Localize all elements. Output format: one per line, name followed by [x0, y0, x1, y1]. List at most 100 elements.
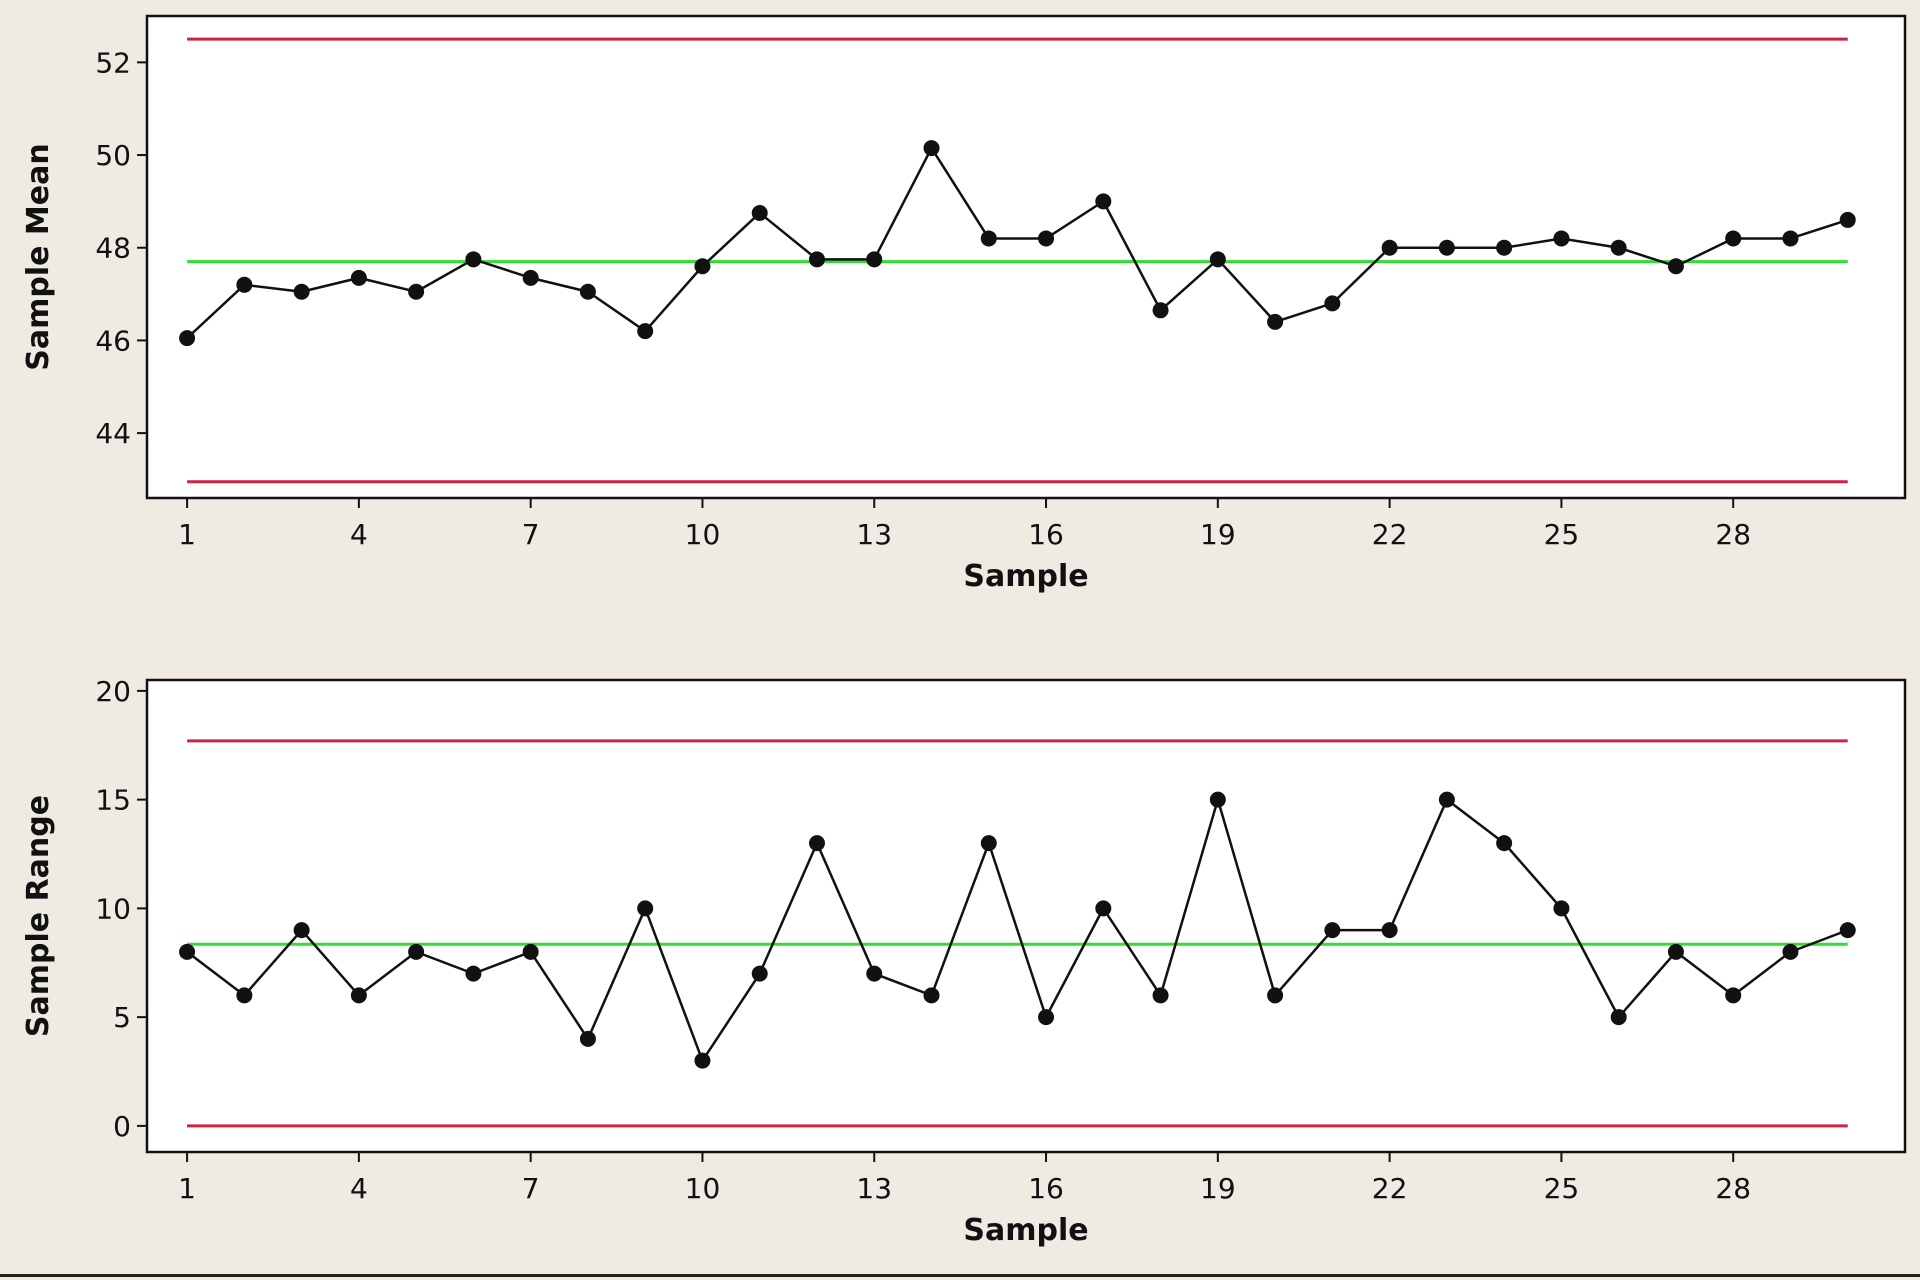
data-point [923, 140, 940, 157]
x-tick-label: 1 [178, 1172, 196, 1205]
data-point [980, 230, 997, 247]
y-tick-label: 44 [95, 417, 131, 450]
data-point [1438, 239, 1455, 256]
data-point [1725, 987, 1742, 1004]
data-point [866, 251, 883, 268]
data-point [1496, 835, 1513, 852]
y-tick-label: 52 [95, 46, 131, 79]
data-point [179, 330, 196, 347]
plot-area [145, 678, 1907, 1154]
x-tick-label: 7 [522, 518, 540, 551]
x-tick-label: 10 [685, 1172, 721, 1205]
data-point [1381, 239, 1398, 256]
x-tick-label: 4 [350, 518, 368, 551]
data-point [579, 1030, 596, 1047]
series-line [186, 146, 1849, 340]
data-point [1209, 251, 1226, 268]
data-point [1038, 230, 1055, 247]
plot-area [145, 14, 1907, 500]
y-tick-label: 0 [113, 1110, 131, 1143]
data-point [1839, 211, 1856, 228]
x-tick-label: 1 [178, 518, 196, 551]
x-tick-label: 28 [1715, 1172, 1751, 1205]
data-point [1667, 258, 1684, 275]
x-axis-title: Sample [963, 1213, 1088, 1248]
x-tick-label: 7 [522, 1172, 540, 1205]
x-tick-label: 25 [1544, 518, 1580, 551]
data-point [1095, 900, 1112, 917]
x-tick-label: 16 [1028, 1172, 1064, 1205]
data-point [1381, 922, 1398, 939]
data-point [1610, 239, 1627, 256]
data-point [1152, 987, 1169, 1004]
x-tick-label: 28 [1715, 518, 1751, 551]
data-point [1267, 987, 1284, 1004]
x-tick-label: 13 [856, 1172, 892, 1205]
data-point [1782, 230, 1799, 247]
data-point [1438, 791, 1455, 808]
x-tick-label: 4 [350, 1172, 368, 1205]
data-point [1324, 295, 1341, 312]
data-point [751, 204, 768, 221]
y-tick-label: 20 [95, 675, 131, 708]
data-point [1667, 943, 1684, 960]
data-point [408, 943, 425, 960]
range-chart: 0 5 10 15 20 1 4 7 10 13 16 19 22 25 28 Sample Sample Ra… [21, 675, 1907, 1248]
x-tick-label: 22 [1372, 1172, 1408, 1205]
x-tick-label: 22 [1372, 518, 1408, 551]
data-point [980, 835, 997, 852]
data-point [1782, 943, 1799, 960]
data-point [1152, 302, 1169, 319]
bottom-border [0, 1274, 1920, 1277]
data-point [1209, 791, 1226, 808]
data-point [866, 965, 883, 982]
data-point [293, 922, 310, 939]
data-point [808, 251, 825, 268]
y-tick-label: 48 [95, 232, 131, 265]
data-point [1553, 900, 1570, 917]
data-point [236, 987, 253, 1004]
data-point [1610, 1009, 1627, 1026]
y-tick-label: 46 [95, 324, 131, 357]
x-tick-label: 19 [1200, 518, 1236, 551]
data-point [465, 965, 482, 982]
y-tick-label: 10 [95, 892, 131, 925]
data-point [1725, 230, 1742, 247]
data-point [522, 269, 539, 286]
data-point [694, 1052, 711, 1069]
x-tick-label: 19 [1200, 1172, 1236, 1205]
x-tick-label: 16 [1028, 518, 1064, 551]
y-tick-label: 50 [95, 139, 131, 172]
data-point [350, 269, 367, 286]
xbar-chart: 44 46 48 50 52 1 4 7 10 13 16 19 22 25 28 Sample Sample … [21, 14, 1907, 594]
data-point [1095, 193, 1112, 210]
x-tick-label: 13 [856, 518, 892, 551]
data-point [522, 943, 539, 960]
data-point [808, 835, 825, 852]
data-point [1267, 313, 1284, 330]
data-point [236, 276, 253, 293]
data-point [751, 965, 768, 982]
y-tick-label: 5 [113, 1001, 131, 1034]
data-point [408, 283, 425, 300]
series-line [186, 798, 1849, 1062]
data-point [579, 283, 596, 300]
data-point [1496, 239, 1513, 256]
x-tick-label: 10 [685, 518, 721, 551]
data-point [1839, 922, 1856, 939]
data-point [637, 900, 654, 917]
data-point [637, 323, 654, 340]
data-point [1324, 922, 1341, 939]
data-point [1038, 1009, 1055, 1026]
data-point [350, 987, 367, 1004]
data-point [1553, 230, 1570, 247]
x-axis-title: Sample [963, 559, 1088, 594]
y-axis-title: Sample Range [21, 795, 56, 1037]
data-point [179, 943, 196, 960]
data-point [465, 251, 482, 268]
data-point [694, 258, 711, 275]
data-point [923, 987, 940, 1004]
data-point [293, 283, 310, 300]
y-axis-title: Sample Mean [21, 143, 56, 370]
